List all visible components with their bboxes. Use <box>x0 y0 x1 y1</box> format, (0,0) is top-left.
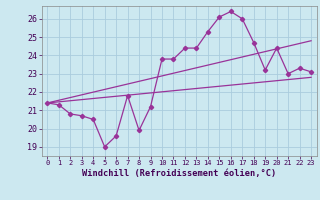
X-axis label: Windchill (Refroidissement éolien,°C): Windchill (Refroidissement éolien,°C) <box>82 169 276 178</box>
